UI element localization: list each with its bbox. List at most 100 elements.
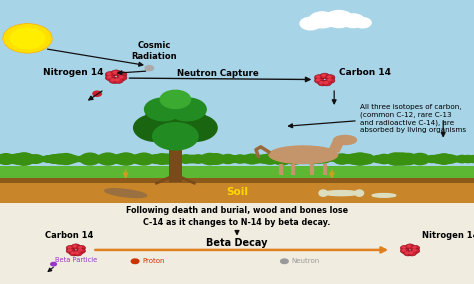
Circle shape: [119, 73, 123, 75]
Circle shape: [134, 114, 179, 141]
Circle shape: [57, 154, 75, 164]
Circle shape: [358, 154, 374, 164]
Circle shape: [191, 155, 205, 163]
Circle shape: [233, 155, 247, 163]
Circle shape: [384, 156, 395, 162]
Circle shape: [111, 70, 121, 76]
Circle shape: [462, 155, 474, 163]
Circle shape: [386, 153, 406, 165]
Text: Cosmic
Radiation: Cosmic Radiation: [131, 41, 177, 61]
Circle shape: [116, 79, 119, 81]
Circle shape: [392, 153, 412, 165]
Ellipse shape: [334, 135, 356, 145]
Circle shape: [341, 155, 356, 163]
Text: Nitrogen 14: Nitrogen 14: [43, 68, 103, 77]
Bar: [0, 166, 474, 178]
Circle shape: [318, 155, 330, 163]
Circle shape: [168, 98, 206, 121]
Circle shape: [0, 156, 4, 162]
Circle shape: [119, 76, 123, 78]
Circle shape: [328, 79, 331, 81]
Circle shape: [443, 155, 457, 163]
Circle shape: [401, 245, 409, 251]
Circle shape: [153, 123, 198, 150]
Circle shape: [406, 244, 414, 249]
Circle shape: [105, 75, 115, 81]
Circle shape: [43, 156, 54, 162]
Circle shape: [73, 245, 76, 247]
Circle shape: [403, 251, 412, 256]
Circle shape: [322, 80, 331, 86]
Circle shape: [408, 251, 417, 256]
Circle shape: [3, 24, 52, 53]
Circle shape: [300, 17, 321, 30]
Circle shape: [72, 244, 80, 249]
Circle shape: [252, 155, 264, 163]
Circle shape: [66, 245, 75, 251]
Circle shape: [127, 156, 137, 162]
Ellipse shape: [269, 146, 337, 164]
Circle shape: [326, 78, 335, 83]
Ellipse shape: [323, 191, 359, 196]
Circle shape: [51, 262, 56, 266]
Circle shape: [304, 154, 320, 164]
Circle shape: [68, 249, 71, 251]
Circle shape: [283, 156, 293, 162]
Circle shape: [346, 154, 363, 164]
Circle shape: [293, 155, 307, 163]
Circle shape: [411, 248, 419, 254]
Circle shape: [354, 18, 371, 28]
Circle shape: [75, 252, 79, 254]
Circle shape: [117, 72, 127, 78]
Circle shape: [146, 156, 155, 162]
Circle shape: [311, 155, 325, 163]
Circle shape: [201, 153, 219, 165]
Circle shape: [109, 78, 119, 83]
Circle shape: [334, 154, 350, 164]
Circle shape: [113, 78, 123, 83]
Circle shape: [314, 78, 324, 83]
Circle shape: [153, 154, 171, 164]
Circle shape: [52, 154, 68, 164]
Circle shape: [326, 157, 334, 161]
Bar: [169, 145, 182, 182]
Circle shape: [145, 66, 154, 71]
Circle shape: [350, 153, 370, 165]
Circle shape: [79, 247, 82, 248]
Circle shape: [262, 154, 279, 164]
Circle shape: [426, 156, 438, 162]
Circle shape: [326, 75, 335, 80]
Circle shape: [317, 76, 320, 78]
Circle shape: [281, 259, 288, 264]
Circle shape: [410, 153, 429, 165]
Circle shape: [91, 156, 101, 162]
Circle shape: [257, 155, 271, 163]
Text: Nitrogen 14: Nitrogen 14: [422, 231, 474, 240]
Circle shape: [402, 247, 405, 248]
Text: Beta Particle: Beta Particle: [55, 257, 97, 264]
Circle shape: [10, 28, 45, 49]
Circle shape: [413, 249, 416, 251]
Circle shape: [186, 155, 198, 163]
Circle shape: [401, 248, 409, 254]
Circle shape: [14, 153, 34, 165]
Circle shape: [160, 154, 176, 164]
Circle shape: [0, 154, 15, 164]
Circle shape: [105, 72, 115, 78]
Circle shape: [228, 156, 240, 162]
Circle shape: [38, 156, 46, 162]
Circle shape: [320, 82, 323, 83]
Circle shape: [149, 155, 163, 163]
Circle shape: [300, 155, 313, 163]
Circle shape: [342, 14, 365, 28]
Bar: [0, 203, 474, 284]
Circle shape: [372, 156, 384, 162]
Text: Following death and burial, wood and bones lose
C-14 as it changes to N-14 by be: Following death and burial, wood and bon…: [126, 206, 348, 227]
Circle shape: [23, 154, 37, 164]
Circle shape: [431, 155, 445, 163]
Circle shape: [285, 154, 303, 164]
Bar: [0, 183, 474, 203]
Circle shape: [408, 245, 410, 247]
Circle shape: [410, 252, 413, 254]
Circle shape: [216, 156, 228, 162]
